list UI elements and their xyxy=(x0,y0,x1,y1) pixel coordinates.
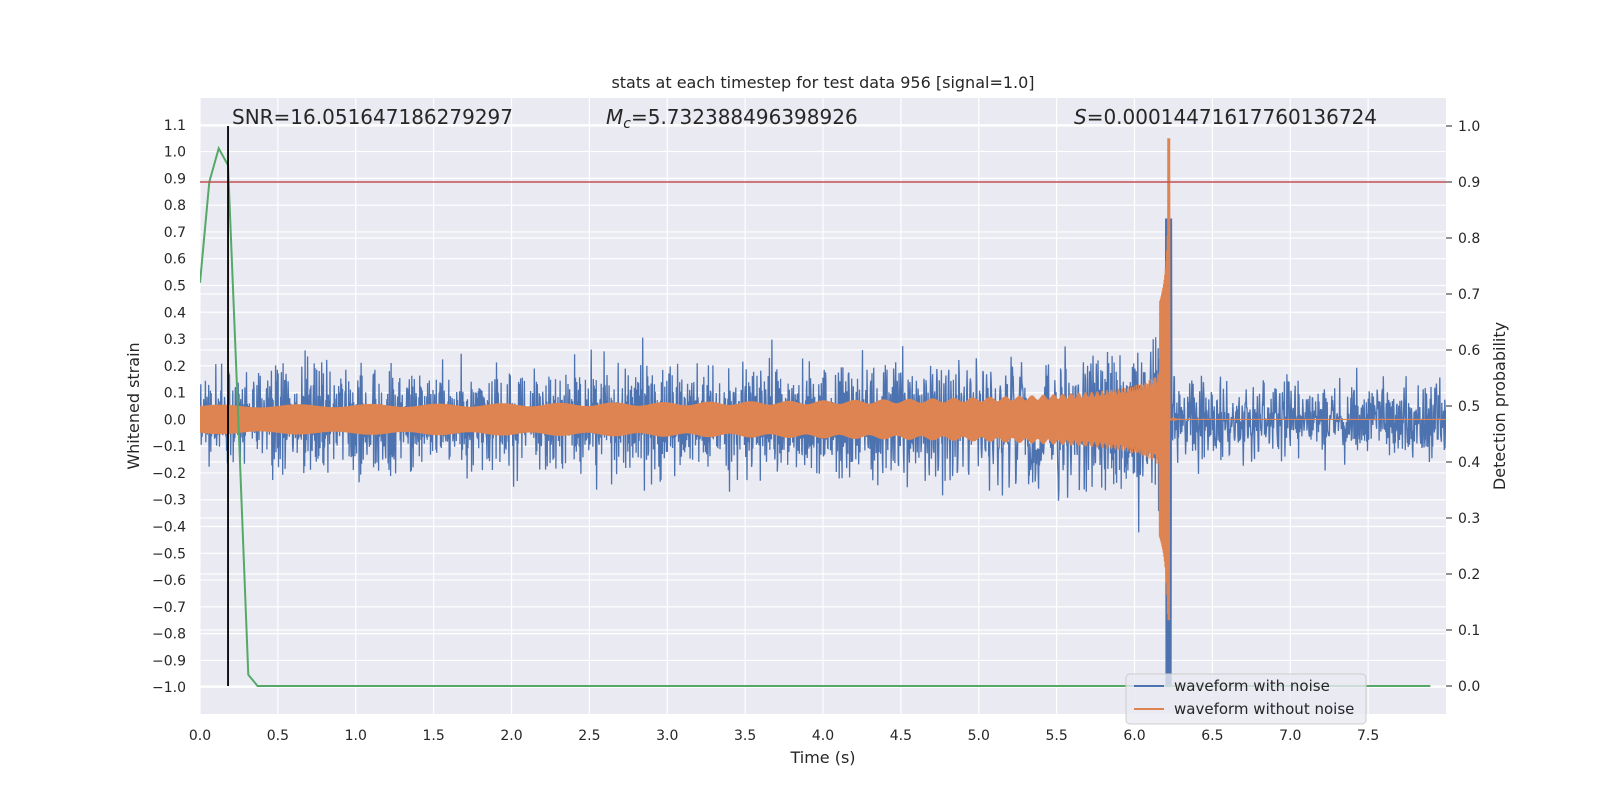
y-left-axis-label: Whitened strain xyxy=(124,342,143,469)
y-left-tick-label: −0.6 xyxy=(152,573,186,589)
y-left-tick-label: 0.6 xyxy=(164,252,186,268)
y-left-tick-label: 0.4 xyxy=(164,305,186,321)
mc-symbol: M xyxy=(606,105,623,129)
x-tick-label: 6.0 xyxy=(1123,728,1145,744)
x-tick-label: 7.5 xyxy=(1357,728,1379,744)
y-right-tick-label: 0.9 xyxy=(1458,175,1480,191)
y-left-tick-label: 1.0 xyxy=(164,145,186,161)
y-left-tick-label: 0.5 xyxy=(164,278,186,294)
y-right-tick-label: 0.3 xyxy=(1458,511,1480,527)
x-tick-label: 5.5 xyxy=(1045,728,1067,744)
y-right-axis-label: Detection probability xyxy=(1490,322,1509,490)
y-right-tick-label: 0.6 xyxy=(1458,343,1480,359)
y-right-tick-label: 0.7 xyxy=(1458,287,1480,303)
x-tick-label: 2.5 xyxy=(578,728,600,744)
y-right-tick-label: 0.8 xyxy=(1458,231,1480,247)
y-left-tick-label: 0.1 xyxy=(164,386,186,402)
y-left-tick-label: −0.2 xyxy=(152,466,186,482)
x-tick-label: 3.0 xyxy=(656,728,678,744)
x-tick-label: 0.0 xyxy=(189,728,211,744)
y-left-tick-label: −0.1 xyxy=(152,439,186,455)
legend-box xyxy=(1125,673,1367,725)
x-tick-label: 5.0 xyxy=(968,728,990,744)
y-left-tick-label: −1.0 xyxy=(152,680,186,696)
x-axis-label: Time (s) xyxy=(789,748,855,767)
y-right-tick-label: 0.2 xyxy=(1458,567,1480,583)
y-left-tick-label: 0.3 xyxy=(164,332,186,348)
y-right-tick-labels: 1.0 0.9 0.8 0.7 0.6 0.5 0.4 0.3 0.2 0.1 0.0 xyxy=(1446,119,1480,695)
y-right-tick-label: 0.4 xyxy=(1458,455,1480,471)
y-left-tick-label: −0.9 xyxy=(152,653,186,669)
mc-subscript: c xyxy=(623,116,631,132)
y-left-tick-label: −0.8 xyxy=(152,627,186,643)
x-tick-label: 2.0 xyxy=(500,728,522,744)
series-waveform-without-noise xyxy=(200,138,1446,621)
legend: waveform with noise waveform without noi… xyxy=(1125,673,1367,725)
mc-value: =5.732388496398926 xyxy=(631,105,858,129)
y-left-tick-label: 1.1 xyxy=(164,118,186,134)
x-tick-label: 4.0 xyxy=(812,728,834,744)
x-tick-label: 6.5 xyxy=(1201,728,1223,744)
y-right-tick-label: 0.0 xyxy=(1458,679,1480,695)
series-waveform-with-noise xyxy=(200,218,1446,688)
s-symbol: S xyxy=(1074,105,1087,129)
chart-title: stats at each timestep for test data 956… xyxy=(611,73,1034,92)
y-left-tick-label: 0.8 xyxy=(164,198,186,214)
x-tick-label: 4.5 xyxy=(890,728,912,744)
x-tick-label: 7.0 xyxy=(1279,728,1301,744)
s-value: =0.00014471617760136724 xyxy=(1087,105,1377,129)
x-tick-labels: 0.0 0.5 1.0 1.5 2.0 2.5 3.0 3.5 4.0 4.5 5.0 5.5 6.0 6… xyxy=(189,728,1379,744)
y-left-tick-label: −0.7 xyxy=(152,600,186,616)
x-tick-label: 1.5 xyxy=(422,728,444,744)
y-right-tick-label: 1.0 xyxy=(1458,119,1480,135)
y-right-tick-label: 0.1 xyxy=(1458,623,1480,639)
y-left-tick-label: 0.7 xyxy=(164,225,186,241)
series-detection-probability xyxy=(200,145,1431,687)
x-tick-label: 3.5 xyxy=(734,728,756,744)
snr-annotation: SNR=16.051647186279297 xyxy=(232,105,513,129)
y-left-tick-label: 0.0 xyxy=(164,412,186,428)
series-layer xyxy=(200,126,1446,688)
legend-label-clean: waveform without noise xyxy=(1174,700,1354,718)
y-left-tick-label: 0.9 xyxy=(164,171,186,187)
y-left-tick-label: 0.2 xyxy=(164,359,186,375)
x-tick-label: 0.5 xyxy=(267,728,289,744)
y-right-tick-label: 0.5 xyxy=(1458,399,1480,415)
y-left-tick-label: −0.3 xyxy=(152,493,186,509)
x-tick-label: 1.0 xyxy=(345,728,367,744)
y-left-tick-labels: 1.1 1.0 0.9 0.8 0.7 0.6 0.5 0.4 0.3 0.2 0.1 0.0 −0.1… xyxy=(152,118,186,696)
y-left-tick-label: −0.5 xyxy=(152,546,186,562)
legend-label-noise: waveform with noise xyxy=(1174,677,1330,695)
y-left-tick-label: −0.4 xyxy=(152,520,186,536)
chirp-mass-annotation: Mc=5.732388496398926 xyxy=(606,105,858,132)
s-annotation: S=0.00014471617760136724 xyxy=(1074,105,1377,129)
